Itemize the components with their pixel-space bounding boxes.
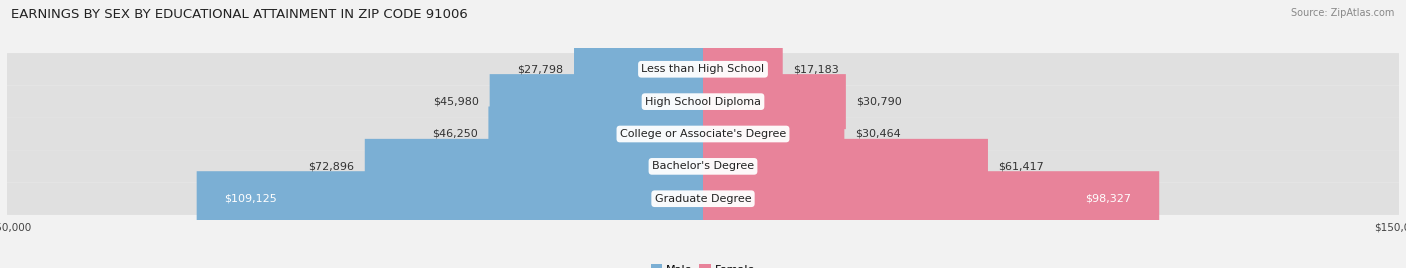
Text: $45,980: $45,980 bbox=[433, 97, 479, 107]
FancyBboxPatch shape bbox=[197, 171, 703, 226]
Text: EARNINGS BY SEX BY EDUCATIONAL ATTAINMENT IN ZIP CODE 91006: EARNINGS BY SEX BY EDUCATIONAL ATTAINMEN… bbox=[11, 8, 468, 21]
FancyBboxPatch shape bbox=[703, 42, 783, 97]
FancyBboxPatch shape bbox=[7, 150, 1399, 183]
Text: $61,417: $61,417 bbox=[998, 161, 1045, 171]
FancyBboxPatch shape bbox=[703, 171, 1159, 226]
FancyBboxPatch shape bbox=[488, 106, 703, 162]
Text: $27,798: $27,798 bbox=[517, 64, 564, 74]
Text: Less than High School: Less than High School bbox=[641, 64, 765, 74]
FancyBboxPatch shape bbox=[7, 53, 1399, 85]
Text: $72,896: $72,896 bbox=[308, 161, 354, 171]
Text: Graduate Degree: Graduate Degree bbox=[655, 194, 751, 204]
FancyBboxPatch shape bbox=[489, 74, 703, 129]
FancyBboxPatch shape bbox=[703, 74, 846, 129]
FancyBboxPatch shape bbox=[574, 42, 703, 97]
FancyBboxPatch shape bbox=[7, 118, 1399, 150]
Legend: Male, Female: Male, Female bbox=[647, 260, 759, 268]
FancyBboxPatch shape bbox=[364, 139, 703, 194]
Text: $98,327: $98,327 bbox=[1085, 194, 1132, 204]
FancyBboxPatch shape bbox=[7, 85, 1399, 118]
Text: $109,125: $109,125 bbox=[225, 194, 277, 204]
FancyBboxPatch shape bbox=[7, 183, 1399, 215]
Text: $46,250: $46,250 bbox=[432, 129, 478, 139]
Text: $17,183: $17,183 bbox=[793, 64, 839, 74]
FancyBboxPatch shape bbox=[703, 106, 845, 162]
Text: $30,464: $30,464 bbox=[855, 129, 900, 139]
Text: $30,790: $30,790 bbox=[856, 97, 903, 107]
Text: Source: ZipAtlas.com: Source: ZipAtlas.com bbox=[1291, 8, 1395, 18]
Text: College or Associate's Degree: College or Associate's Degree bbox=[620, 129, 786, 139]
FancyBboxPatch shape bbox=[703, 139, 988, 194]
Text: High School Diploma: High School Diploma bbox=[645, 97, 761, 107]
Text: Bachelor's Degree: Bachelor's Degree bbox=[652, 161, 754, 171]
